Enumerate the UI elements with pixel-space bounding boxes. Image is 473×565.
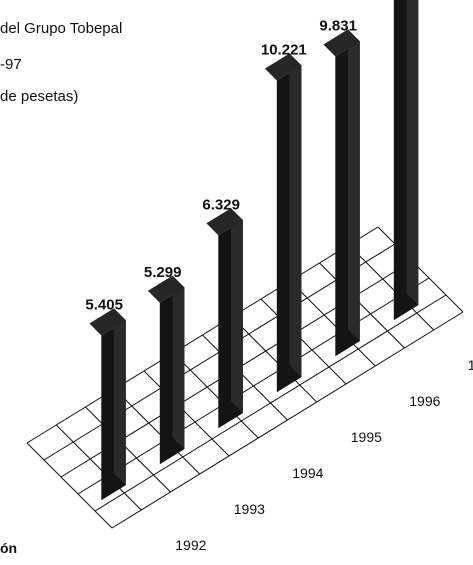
grid-line <box>114 388 201 475</box>
grid-line <box>26 442 113 529</box>
bar-1997 <box>393 0 419 321</box>
year-label: 1992 <box>175 537 206 553</box>
chart-title-line-2: -97 <box>0 56 22 73</box>
year-label: 1996 <box>409 393 440 409</box>
data-label: 5.299 <box>144 264 182 281</box>
grid-line <box>377 226 464 313</box>
year-label: 1995 <box>351 429 382 445</box>
year-label: 1997 <box>468 357 473 373</box>
grid-line <box>260 298 347 385</box>
floor-grid <box>26 226 464 529</box>
bars <box>89 0 419 501</box>
bar-side-face <box>406 0 419 306</box>
bar-1992 <box>89 308 126 501</box>
grid-line <box>85 406 171 493</box>
year-label: 1994 <box>292 465 323 481</box>
bar-top-face <box>264 53 302 81</box>
data-label: 9.831 <box>319 18 357 35</box>
footnote-text: ón <box>0 540 18 556</box>
bar-1996 <box>323 29 360 357</box>
bar-top-face <box>89 308 126 336</box>
data-label: 5.405 <box>85 297 123 314</box>
grid-line <box>172 352 259 439</box>
bar-1993 <box>147 275 185 465</box>
bar-side-face <box>289 53 302 378</box>
bar-top-face <box>206 208 243 236</box>
grid-line <box>55 424 142 511</box>
grid-line <box>143 370 230 457</box>
category-labels: 1992 1993 1994 1995 1996 1997 <box>175 357 473 553</box>
data-label: 10.221 <box>261 42 307 59</box>
bar-side-face <box>231 208 243 414</box>
grid-line <box>289 280 376 367</box>
bar-side-face <box>113 308 126 486</box>
grid-line <box>231 316 318 403</box>
bar-1994 <box>206 208 243 429</box>
chart-title-line-1: del Grupo Tobepal <box>0 20 123 37</box>
data-label: 6.329 <box>202 196 240 213</box>
bar-side-face <box>172 275 185 450</box>
bar-side-face <box>347 29 360 342</box>
bar-top-face <box>147 275 185 303</box>
bar-1995 <box>264 53 302 393</box>
year-label: 1993 <box>234 501 265 517</box>
grid-line <box>348 244 435 331</box>
bar-top-face <box>323 29 360 57</box>
chart-title-line-3: de pesetas) <box>0 88 79 105</box>
grid-line <box>202 334 288 421</box>
grid-line <box>319 262 405 349</box>
